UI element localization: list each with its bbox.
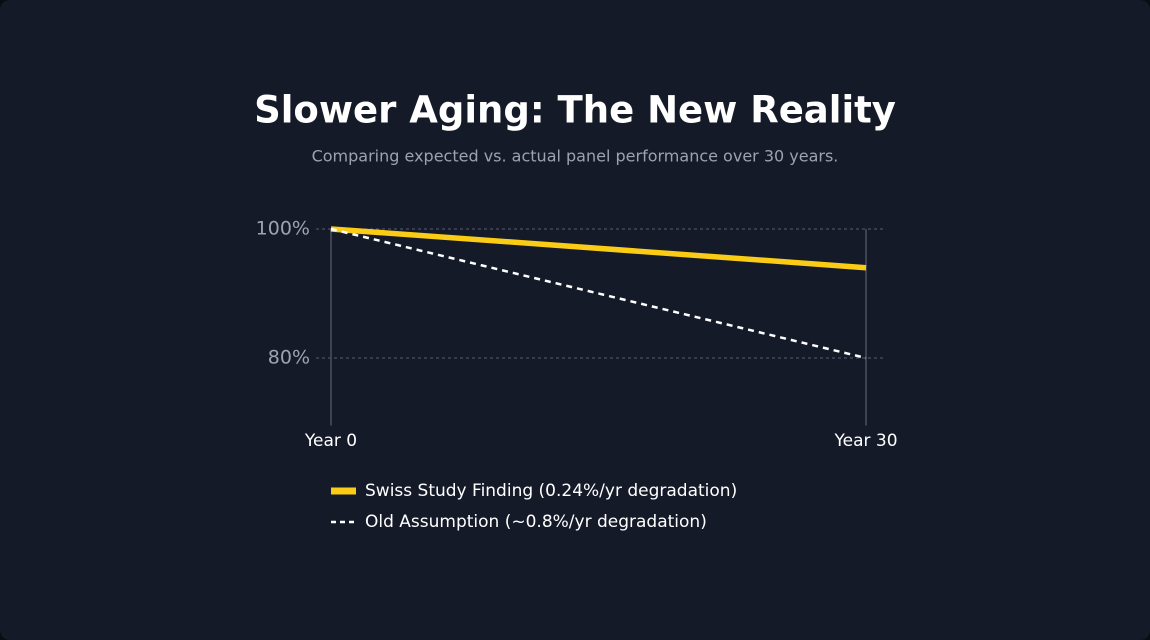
legend-label: Swiss Study Finding (0.24%/yr degradatio…: [365, 481, 737, 501]
legend-label: Old Assumption (~0.8%/yr degradation): [365, 512, 707, 532]
data-line: [330, 226, 867, 271]
chart-subtitle: Comparing expected vs. actual panel perf…: [312, 147, 839, 166]
chart-title: Slower Aging: The New Reality: [254, 89, 896, 132]
x-tick-label: Year 0: [304, 431, 357, 451]
y-tick-label: 80%: [268, 347, 310, 369]
y-tick-label: 100%: [256, 218, 310, 240]
data-line: [330, 227, 867, 360]
x-tick-label: Year 30: [833, 431, 897, 451]
